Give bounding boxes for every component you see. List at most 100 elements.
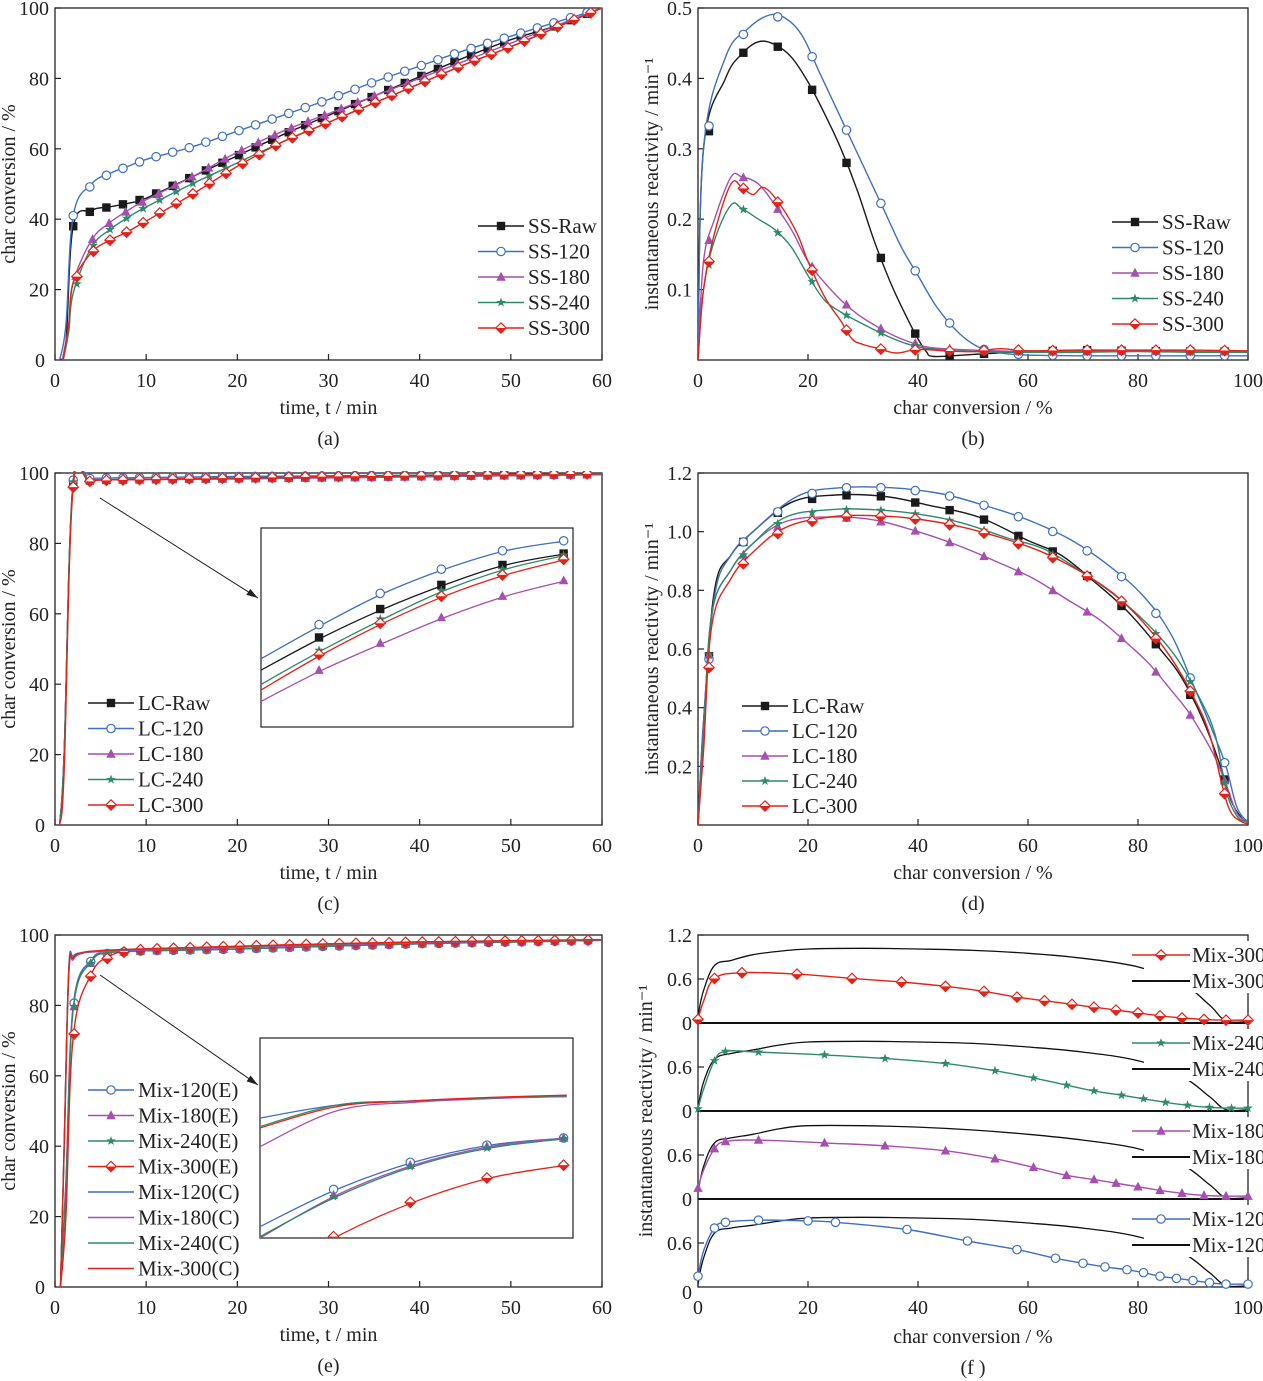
legend-label: SS-Raw bbox=[528, 214, 598, 238]
legend-marker bbox=[496, 271, 506, 281]
legend-marker bbox=[494, 321, 508, 335]
inset-data-point bbox=[327, 1230, 340, 1238]
data-point bbox=[137, 216, 150, 229]
series-line-mix-300(c) bbox=[59, 938, 602, 1287]
diamond-marker-fill bbox=[436, 74, 447, 80]
y-tick-label: 1.2 bbox=[667, 925, 692, 947]
data-point bbox=[481, 471, 494, 481]
data-point bbox=[738, 204, 749, 214]
diamond-marker-fill bbox=[1219, 793, 1230, 799]
data-point bbox=[103, 234, 117, 247]
data-point bbox=[253, 137, 264, 147]
legend-marker bbox=[1156, 1125, 1166, 1135]
data-point bbox=[876, 328, 886, 337]
diamond-marker-fill bbox=[1066, 1004, 1078, 1010]
data-point bbox=[1013, 511, 1024, 522]
data-point bbox=[753, 1134, 764, 1144]
data-point bbox=[171, 186, 182, 196]
markers-lc-300 bbox=[67, 471, 594, 494]
legend-marker bbox=[760, 776, 770, 785]
diamond-marker-fill bbox=[548, 474, 560, 480]
diamond-marker-fill bbox=[233, 477, 245, 484]
data-point bbox=[315, 471, 328, 483]
diamond-marker-fill bbox=[250, 477, 261, 483]
data-point bbox=[1116, 1090, 1127, 1100]
diamond-marker-fill bbox=[465, 474, 477, 481]
panel-caption: (a) bbox=[317, 428, 339, 450]
diamond-marker-fill bbox=[1198, 1019, 1210, 1025]
diamond-marker-fill bbox=[568, 19, 580, 26]
diamond-marker-fill bbox=[449, 475, 460, 481]
x-tick-label: 60 bbox=[1018, 370, 1038, 392]
data-point bbox=[564, 471, 577, 480]
data-point bbox=[1014, 531, 1023, 541]
data-point bbox=[806, 515, 819, 528]
data-point bbox=[962, 1236, 973, 1246]
y-axis-label: char conversion / % bbox=[0, 104, 20, 263]
legend-label: Mix-180(E) bbox=[138, 1104, 238, 1128]
diamond-marker-fill bbox=[1011, 997, 1023, 1003]
data-point bbox=[184, 142, 195, 153]
data-point bbox=[979, 500, 989, 511]
y-tick-label: 0.4 bbox=[667, 698, 692, 720]
diamond-marker-fill bbox=[167, 478, 178, 485]
data-point bbox=[431, 471, 444, 482]
legend-marker bbox=[1130, 217, 1140, 227]
data-point bbox=[738, 537, 749, 547]
data-point bbox=[876, 198, 886, 209]
y-tick-label: 100 bbox=[19, 0, 49, 20]
data-point bbox=[69, 1001, 79, 1011]
data-point bbox=[737, 182, 750, 195]
data-point bbox=[319, 117, 332, 130]
data-point bbox=[217, 131, 228, 142]
diamond-marker-fill bbox=[532, 474, 543, 480]
data-point bbox=[204, 170, 215, 180]
data-point bbox=[348, 471, 362, 483]
data-point bbox=[299, 471, 312, 483]
data-point bbox=[138, 203, 148, 213]
x-axis-label: time, t / min bbox=[280, 397, 378, 419]
data-point bbox=[203, 177, 216, 190]
diamond-marker-fill bbox=[349, 476, 361, 482]
data-point bbox=[1046, 344, 1059, 357]
data-point bbox=[990, 1065, 1000, 1075]
x-tick-label: 40 bbox=[908, 1297, 928, 1319]
legend-label: LC-120 bbox=[792, 719, 857, 743]
inset-data-point bbox=[436, 564, 447, 575]
data-point bbox=[1221, 1279, 1231, 1289]
data-point bbox=[369, 90, 380, 100]
diamond-marker-fill bbox=[436, 596, 447, 602]
series-line-lc-240 bbox=[698, 508, 1248, 825]
legend-marker bbox=[1130, 293, 1140, 303]
y-tick-label: 1.0 bbox=[667, 522, 692, 544]
data-point bbox=[1116, 571, 1127, 582]
y-tick-label: 0.6 bbox=[667, 1057, 692, 1079]
data-point bbox=[1061, 1170, 1072, 1179]
data-point bbox=[1184, 344, 1197, 357]
diamond-marker-fill bbox=[978, 991, 990, 997]
series-line-calc bbox=[697, 1216, 1249, 1288]
diamond-marker-fill bbox=[944, 524, 955, 530]
diamond-marker-fill bbox=[875, 516, 887, 522]
x-tick-label: 20 bbox=[227, 1297, 247, 1319]
data-point bbox=[267, 114, 277, 124]
subpanel-mix-120: Mix-120(E)Mix-120(C) bbox=[693, 1205, 1263, 1289]
data-point bbox=[738, 172, 749, 182]
x-tick-label: 20 bbox=[227, 370, 247, 392]
diamond-marker-fill bbox=[300, 476, 311, 483]
diamond-marker-fill bbox=[1116, 601, 1127, 607]
diamond-marker-fill bbox=[220, 173, 232, 179]
diamond-marker-fill bbox=[841, 330, 852, 336]
data-point bbox=[121, 213, 132, 223]
data-point bbox=[236, 157, 249, 170]
inset-data-point bbox=[374, 617, 387, 630]
data-point bbox=[876, 492, 886, 501]
markers-exp bbox=[693, 1215, 1253, 1289]
legend-label: Mix-120(E) bbox=[138, 1078, 238, 1102]
diamond-marker-fill bbox=[582, 940, 594, 946]
data-point bbox=[939, 980, 952, 993]
diamond-marker-fill bbox=[519, 40, 530, 47]
data-point bbox=[807, 51, 817, 62]
data-point bbox=[498, 471, 511, 481]
legend-label: SS-120 bbox=[528, 240, 590, 264]
